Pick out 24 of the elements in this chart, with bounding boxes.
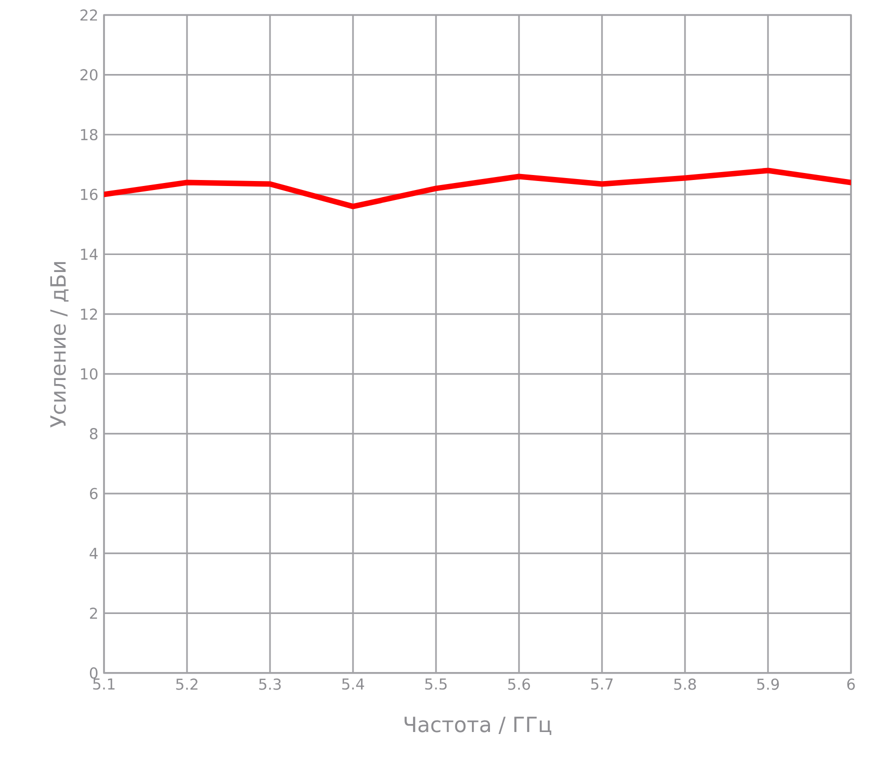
x-tick-label: 5.6 [508,678,530,690]
y-tick-label: 6 [90,488,98,500]
x-tick-label: 5.5 [425,678,447,690]
x-tick-label: 5.2 [176,678,198,690]
x-tick-label: 5.1 [93,678,115,690]
y-tick-label: 22 [80,9,97,21]
y-tick-label: 2 [90,608,97,619]
x-tick-label: 5.4 [342,678,364,690]
y-tick-label: 4 [90,548,98,559]
x-axis-title: Частота / ГГц [404,716,552,735]
y-tick-label: 14 [81,248,98,260]
y-tick-label: 12 [81,308,97,320]
y-tick-label: 8 [90,428,98,440]
y-tick-label: 18 [81,128,98,140]
y-tick-label: 10 [81,368,98,380]
y-tick-label: 16 [81,188,98,200]
x-tick-label: 6 [847,678,855,690]
y-axis-title: Усиление / дБи [50,262,69,428]
x-tick-label: 5.3 [259,678,281,690]
x-tick-label: 5.8 [674,678,696,690]
x-tick-label: 5.7 [591,678,613,690]
y-tick-label: 20 [80,69,98,80]
x-tick-label: 5.9 [757,678,779,690]
y-tick-label: 0 [90,667,98,679]
